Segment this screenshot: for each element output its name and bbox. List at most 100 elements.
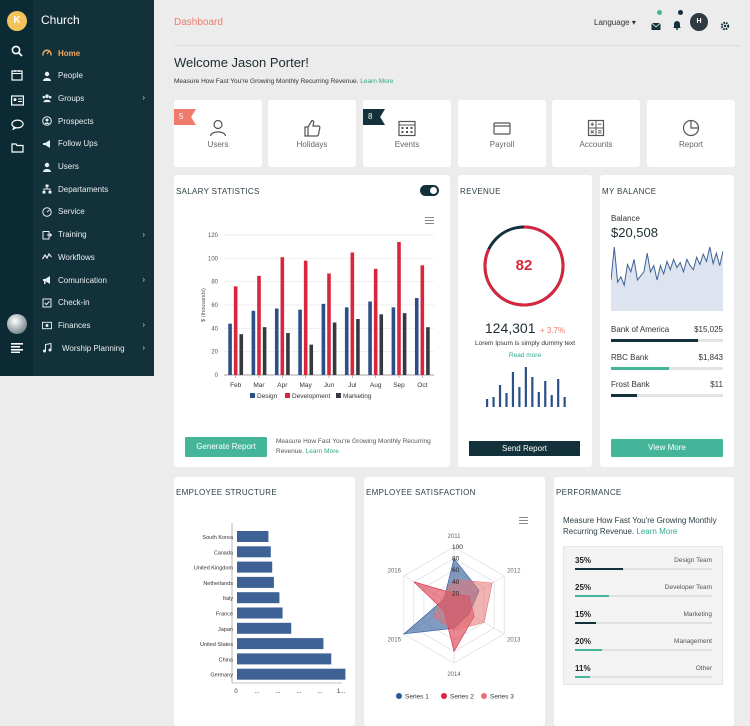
group-icon	[42, 93, 52, 103]
tile-report[interactable]: Report	[647, 100, 735, 167]
salary-learn-more-link[interactable]: Learn More	[305, 448, 339, 455]
performance-team: Design Team	[674, 557, 712, 564]
x-tick-label: Mar	[253, 382, 265, 389]
tile-users[interactable]: 5 Users	[174, 100, 262, 167]
folder-icon[interactable]	[9, 140, 25, 154]
radar-r-tick-label: 60	[452, 567, 460, 574]
send-report-button[interactable]: Send Report	[469, 441, 580, 456]
satisfaction-radar-chart: 2011 2012 2013 2014 2015 2016 20 40 60 80 100 Serie…	[388, 534, 522, 701]
list-icon[interactable]	[9, 341, 25, 355]
sidebar-item-worship-planning[interactable]: Worship Planning ›	[33, 338, 154, 358]
salary-note-text: Measure How Fast You're Growing Monthly …	[276, 438, 431, 455]
sidebar-item-check-in[interactable]: Check-in	[33, 293, 154, 313]
app-logo[interactable]: K	[7, 11, 27, 31]
category-label: United States	[200, 642, 233, 648]
megaphone-icon	[42, 139, 52, 149]
sidebar-item-prospects[interactable]: Prospects	[33, 111, 154, 131]
user-avatar[interactable]: H	[690, 13, 708, 31]
revenue-read-more-link[interactable]: Read more	[508, 352, 542, 359]
generate-report-button[interactable]: Generate Report	[185, 437, 267, 457]
calculator-icon	[586, 118, 606, 138]
balance-row: Bank of America $15,025	[611, 325, 723, 334]
bar-united-states	[237, 638, 324, 650]
sidebar-item-finances[interactable]: Finances ›	[33, 315, 154, 335]
legend-label-marketing: Marketing	[343, 393, 372, 400]
salary-toggle[interactable]	[420, 185, 439, 196]
category-label: Netherlands	[203, 581, 233, 587]
tile-label: Report	[678, 140, 703, 149]
view-more-button[interactable]: View More	[611, 439, 723, 457]
category-label: Italy	[223, 596, 233, 602]
chat-icon[interactable]	[9, 117, 25, 131]
sidebar-item-label: Worship Planning	[62, 343, 125, 353]
language-dropdown[interactable]: Language ▾	[594, 18, 636, 27]
sidebar-item-people[interactable]: People	[33, 66, 154, 86]
mail-badge-dot	[657, 10, 662, 15]
y-tick-label: 40	[211, 326, 218, 332]
y-tick-label: 100	[208, 256, 219, 262]
legend-label-series-2: Series 2	[450, 694, 474, 701]
tile-accounts[interactable]: Accounts	[552, 100, 640, 167]
sidebar-item-follow-ups[interactable]: Follow Ups	[33, 134, 154, 154]
wave-icon	[42, 252, 52, 262]
category-label: Japan	[218, 627, 233, 633]
welcome-learn-more-link[interactable]: Learn More	[360, 78, 394, 85]
sidebar-item-groups[interactable]: Groups ›	[33, 88, 154, 108]
search-icon[interactable]	[9, 44, 25, 58]
bar-development-jun	[327, 273, 331, 375]
salary-menu-icon[interactable]	[425, 217, 434, 224]
bell-icon[interactable]	[672, 17, 682, 30]
sidebar-item-users[interactable]: Users	[33, 157, 154, 177]
bank-progress-bar	[611, 366, 723, 370]
performance-fill	[575, 568, 623, 570]
bar-development-may	[303, 260, 308, 375]
radar-axis-label: 2016	[388, 569, 402, 575]
revenue-mini-bar	[563, 397, 566, 407]
tile-payroll[interactable]: Payroll	[458, 100, 546, 167]
radar-r-tick-label: 20	[452, 590, 460, 597]
salary-title: SALARY STATISTICS	[176, 187, 260, 196]
x-tick-label: Sep	[393, 382, 405, 389]
revenue-mini-bar	[550, 395, 553, 407]
chevron-right-icon: ›	[142, 320, 145, 330]
x-tick-label: 1...	[337, 689, 346, 695]
satisfaction-title: EMPLOYEE SATISFACTION	[366, 488, 476, 497]
sidebar-item-training[interactable]: Training ›	[33, 225, 154, 245]
performance-pct: 15%	[575, 610, 592, 619]
bar-development-feb	[233, 286, 238, 375]
icon-rail: K	[0, 0, 33, 376]
music-icon	[42, 343, 52, 353]
bullhorn-icon	[42, 275, 52, 285]
sidebar-item-service[interactable]: Service	[33, 202, 154, 222]
legend-marker-series-1	[396, 693, 402, 699]
globe-icon[interactable]	[7, 314, 27, 334]
mail-icon[interactable]	[651, 18, 661, 30]
legend-swatch-design	[250, 393, 255, 398]
satisfaction-menu-icon[interactable]	[519, 517, 528, 524]
salary-note: Measure How Fast You're Growing Monthly …	[276, 437, 444, 457]
revenue-mini-bar	[511, 372, 515, 407]
radar-axis-label: 2014	[447, 672, 461, 678]
bar-marketing-oct	[426, 327, 430, 375]
sidebar-item-label: Home	[58, 48, 81, 58]
sidebar-item-comunication[interactable]: Comunication ›	[33, 270, 154, 290]
bar-design-apr	[274, 308, 279, 375]
sidebar-item-home[interactable]: Home	[33, 43, 154, 63]
calendar-icon[interactable]	[9, 68, 25, 82]
revenue-mini-bar	[492, 397, 495, 407]
id-card-icon[interactable]	[9, 93, 25, 107]
bar-marketing-may	[309, 344, 314, 375]
sidebar-item-departaments[interactable]: Departaments	[33, 179, 154, 199]
tile-holidays[interactable]: Holidays	[268, 100, 356, 167]
gauge-icon	[42, 48, 52, 58]
revenue-card	[458, 175, 592, 467]
tile-events[interactable]: 8 Events	[363, 100, 451, 167]
gear-icon[interactable]	[720, 18, 730, 31]
radar-axis-label: 2011	[448, 534, 462, 540]
performance-track	[575, 595, 712, 597]
bank-name: RBC Bank	[611, 352, 649, 362]
sidebar-item-label: Departaments	[58, 184, 109, 194]
performance-learn-more-link[interactable]: Learn More	[636, 527, 678, 536]
checkbox-icon	[42, 298, 52, 308]
sidebar-item-workflows[interactable]: Workflows	[33, 247, 154, 267]
